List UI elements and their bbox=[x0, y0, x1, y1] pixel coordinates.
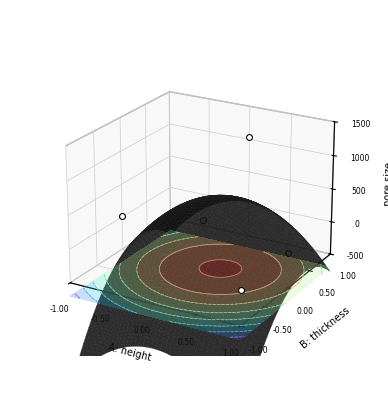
Y-axis label: B: thickness: B: thickness bbox=[300, 305, 352, 350]
X-axis label: A: height: A: height bbox=[107, 341, 152, 362]
